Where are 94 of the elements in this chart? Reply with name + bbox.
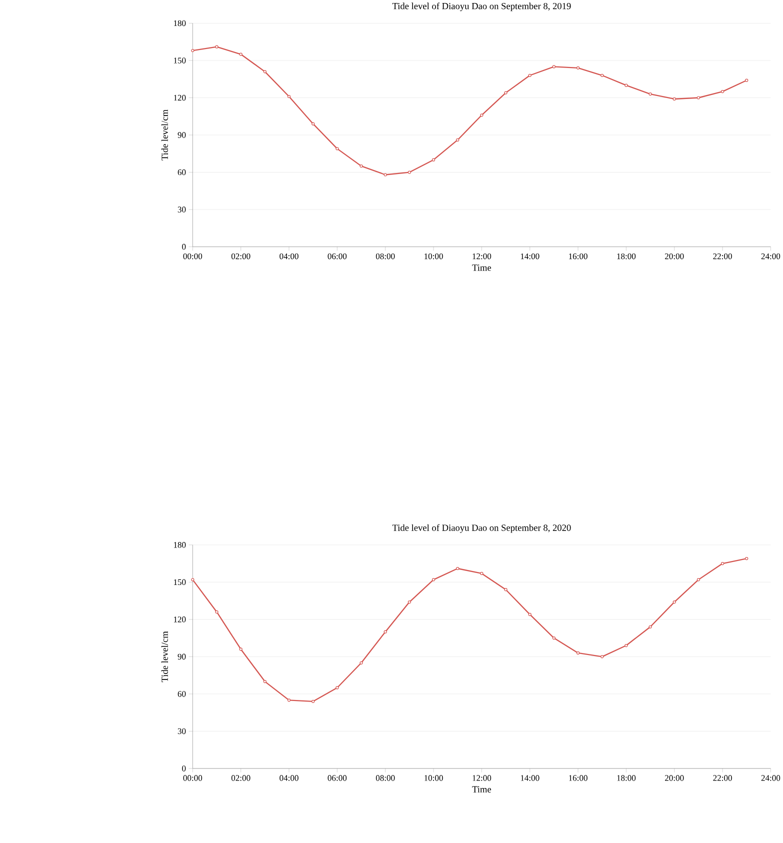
- point: [576, 651, 580, 655]
- x-tick-label: 12:00: [472, 253, 492, 260]
- x-tick-label: 16:00: [569, 253, 588, 260]
- x-tick-label: 18:00: [617, 253, 636, 260]
- x-tick-label: 04:00: [280, 253, 298, 260]
- x-tick-label: 08:00: [376, 775, 395, 781]
- point: [552, 65, 556, 68]
- point: [720, 90, 724, 94]
- x-tick-label: 24:00: [761, 775, 780, 781]
- x-tick-label: 20:00: [665, 775, 684, 781]
- point: [456, 566, 460, 570]
- x-tick-label: 16:00: [569, 775, 588, 781]
- x-tick-label: 22:00: [713, 253, 732, 260]
- y-tick-label: 0: [182, 766, 186, 772]
- point: [648, 625, 652, 628]
- point: [504, 91, 508, 94]
- x-tick-label: 14:00: [520, 775, 540, 781]
- point: [456, 138, 460, 142]
- point: [528, 612, 532, 616]
- point: [336, 147, 339, 150]
- point: [360, 661, 363, 664]
- point: [648, 92, 652, 96]
- point: [408, 170, 411, 174]
- point: [432, 158, 436, 162]
- x-tick-label: 04:00: [280, 775, 298, 781]
- y-tick-label: 60: [178, 691, 186, 697]
- point: [696, 578, 700, 582]
- y-tick-label: 120: [174, 616, 186, 622]
- y-tick-label: 180: [174, 542, 186, 548]
- point: [384, 173, 387, 176]
- point: [504, 588, 508, 592]
- point: [336, 686, 339, 690]
- x-tick-label: 14:00: [520, 253, 540, 260]
- point: [624, 644, 628, 648]
- chart-title: Tide level of Diaoyu Dao on September 8, 2019: [392, 2, 571, 12]
- y-tick-label: 150: [174, 58, 186, 64]
- x-tick-label: 18:00: [617, 775, 636, 781]
- point: [287, 94, 291, 98]
- x-tick-label: 02:00: [231, 253, 250, 260]
- x-tick-label: 10:00: [424, 253, 443, 260]
- point: [720, 562, 724, 566]
- point: [191, 578, 194, 582]
- point: [263, 70, 266, 74]
- y-tick-label: 120: [174, 94, 186, 101]
- point: [408, 600, 411, 604]
- x-tick-label: 08:00: [376, 253, 395, 260]
- point: [600, 74, 604, 77]
- y-tick-label: 90: [178, 132, 186, 138]
- x-tick-label: 22:00: [713, 775, 732, 781]
- point: [360, 164, 363, 168]
- point: [312, 700, 315, 703]
- point: [600, 655, 604, 658]
- x-axis-title: Time: [472, 786, 492, 792]
- y-axis-title: Tide level/cm: [161, 110, 168, 160]
- point: [528, 74, 532, 77]
- point: [432, 578, 436, 582]
- chart-title: Tide level of Diaoyu Dao on September 8, 2020: [392, 524, 571, 533]
- point: [552, 636, 556, 640]
- point: [672, 97, 676, 101]
- point: [263, 680, 266, 684]
- point: [239, 648, 242, 651]
- point: [384, 630, 387, 634]
- y-tick-label: 180: [174, 20, 186, 26]
- point: [191, 48, 194, 52]
- point: [287, 698, 291, 702]
- y-tick-label: 30: [178, 728, 186, 734]
- point: [576, 66, 580, 70]
- point: [480, 572, 484, 576]
- point: [672, 600, 676, 604]
- y-tick-label: 30: [178, 206, 186, 212]
- y-axis-title: Tide level/cm: [161, 631, 168, 682]
- y-tick-label: 0: [182, 244, 186, 250]
- x-tick-label: 10:00: [424, 775, 443, 781]
- y-tick-label: 60: [178, 169, 186, 176]
- y-tick-label: 90: [178, 654, 186, 660]
- x-tick-label: 06:00: [328, 253, 347, 260]
- point: [312, 122, 315, 126]
- y-tick-label: 150: [174, 579, 186, 586]
- x-axis-title: Time: [472, 264, 492, 271]
- point: [624, 84, 628, 87]
- x-tick-label: 00:00: [183, 775, 202, 781]
- x-tick-label: 02:00: [231, 775, 250, 781]
- point: [696, 96, 700, 100]
- x-tick-label: 24:00: [761, 253, 780, 260]
- x-tick-label: 20:00: [665, 253, 684, 260]
- x-tick-label: 00:00: [183, 253, 202, 260]
- x-tick-label: 12:00: [472, 775, 492, 781]
- point: [745, 78, 748, 82]
- x-tick-label: 06:00: [328, 775, 347, 781]
- point: [215, 610, 218, 614]
- point: [480, 114, 484, 117]
- point: [215, 45, 218, 48]
- point: [745, 557, 748, 560]
- point: [239, 52, 242, 56]
